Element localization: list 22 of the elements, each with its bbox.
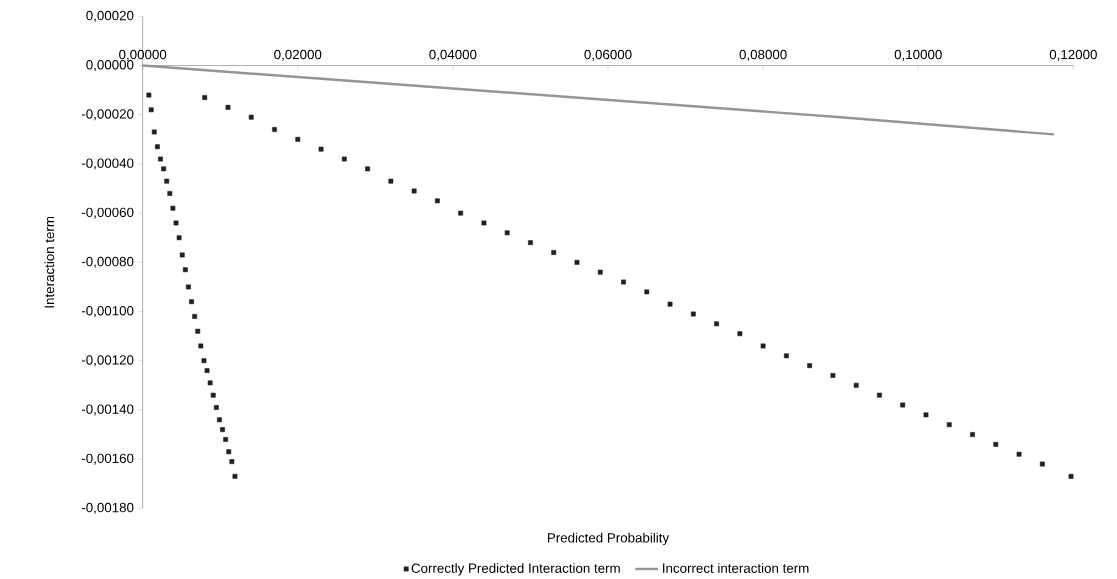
x-tick-label: 0,12000 bbox=[1049, 49, 1097, 61]
x-tick-label: 0,00000 bbox=[119, 49, 167, 61]
y-axis-title: Interaction term bbox=[44, 216, 55, 308]
y-tick-label: -0,00160 bbox=[81, 453, 134, 465]
x-tick-label: 0,08000 bbox=[739, 49, 787, 61]
y-tick-label: 0,00020 bbox=[86, 10, 134, 22]
y-tick-label: -0,00180 bbox=[81, 502, 134, 514]
y-tick-label: -0,00140 bbox=[81, 404, 134, 416]
y-tick-label: -0,00120 bbox=[81, 355, 134, 367]
x-tick-label: 0,10000 bbox=[894, 49, 942, 61]
y-tick-label: -0,00020 bbox=[81, 109, 134, 121]
y-tick-label: 0,00000 bbox=[86, 60, 134, 72]
x-tick-label: 0,04000 bbox=[429, 49, 477, 61]
y-tick-label: -0,00080 bbox=[81, 256, 134, 268]
y-tick-label: -0,00060 bbox=[81, 207, 134, 219]
x-tick-label: 0,06000 bbox=[584, 49, 632, 61]
y-tick-label: -0,00040 bbox=[81, 158, 134, 170]
legend-label: Incorrect interaction term bbox=[663, 563, 809, 573]
legend-label: Correctly Predicted Interaction term bbox=[411, 563, 620, 576]
y-tick-label: -0,00100 bbox=[81, 306, 134, 318]
x-tick-label: 0,02000 bbox=[274, 49, 322, 61]
x-axis-title: Predicted Probability bbox=[547, 532, 670, 546]
